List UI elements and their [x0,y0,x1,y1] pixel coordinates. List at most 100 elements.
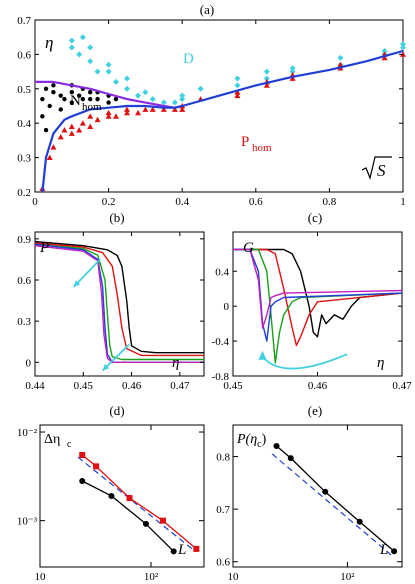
p-point [105,113,112,119]
d-point [197,85,204,92]
n-point [80,96,86,102]
panel-b-xlabel: η [172,355,179,371]
p-point [57,133,64,140]
p-point [337,61,344,68]
circle-marker [170,548,177,555]
series-line [233,248,403,338]
panel-a-p-label: P [241,134,249,150]
x-tick-label: 10 [228,571,240,583]
panel-d-frame [39,424,205,568]
d-point [149,96,156,103]
panel-b-plot [34,240,204,372]
d-point [179,92,186,99]
y-tick-label: 0 [26,357,32,369]
arrow-head [102,363,110,371]
panel-a: 0 0.2 0.4 0.6 0.8 10.20.30.40.50.60.7 η D N h… [17,15,406,208]
n-point [69,100,75,105]
p-point [160,106,167,112]
d-point [68,44,75,51]
panel-a-frame [34,19,404,193]
n-point [58,107,63,112]
arrow-shaft [72,258,101,288]
d-point [142,89,149,96]
panel-a-d-label: D [183,51,194,67]
x-tick-label: 0.2 [102,196,116,208]
circle-marker [273,443,280,450]
d-point [105,61,112,68]
p-point [87,113,94,119]
p-point [381,54,388,61]
x-tick-label: 0.44 [25,380,45,392]
p-point [112,113,119,119]
panel-a-n-subscript: hom [82,101,102,113]
d-point [79,34,86,41]
d-point [160,99,167,106]
d-point [263,68,270,75]
reference-line [271,453,394,557]
d-point [135,92,142,99]
panel-d-ylabel: Δη [44,432,60,447]
n-point [69,90,75,95]
circle-marker [322,488,329,495]
n-point [43,127,49,133]
panel-d-plot [77,452,200,555]
n-point [40,114,45,119]
panel-d-xlabel: L [177,542,186,558]
panel-c-plot [233,248,403,370]
panel-c-ylabel: G [243,240,254,256]
d-point [87,58,94,65]
series-line [34,240,204,354]
y-tick-label: 0.4 [215,266,229,278]
panel-label-d: (d) [109,403,124,418]
y-tick-label: -0.4 [212,336,230,348]
x-tick-label: 0.47 [392,380,412,392]
circle-marker [391,548,398,555]
p-point [105,109,112,116]
y-tick-label: 0.8 [216,452,230,464]
square-marker [159,517,166,524]
d-point [179,96,186,103]
d-point [400,44,406,51]
d-point [94,68,101,75]
panel-e-ylabel-end: ) [262,432,267,447]
x-tick-label: 0.4 [175,196,189,208]
d-point [112,78,119,85]
n-point [88,90,93,95]
panel-label-e: (e) [308,403,322,418]
d-point [124,85,130,92]
n-point [95,96,100,102]
d-point [234,75,241,82]
p-point [124,106,130,112]
d-point [263,75,270,82]
n-point [51,90,56,95]
panel-e-ylabel-main: P(η [236,432,257,447]
d-point [289,65,296,72]
panel-e: 10 10² 0.6 0.7 0.8 P(ηc) L [216,424,403,583]
x-tick-label: 0.46 [122,380,142,392]
lower-line [41,49,404,193]
n-point [58,93,63,98]
d-point [68,37,75,44]
y-tick-label: 0.9 [17,234,31,246]
series-line [81,454,197,550]
y-tick-label: -0.8 [212,371,230,383]
n-point [113,96,119,102]
x-tick-label: 0.46 [308,380,328,392]
panel-b-frame [34,231,205,377]
x-tick-label: 0.45 [74,380,94,392]
p-point [94,116,101,123]
d-point [234,82,241,89]
x-tick-label: 1 [400,196,406,208]
x-tick-label: 0.47 [170,380,190,392]
p-point [68,130,75,136]
n-point [40,96,45,102]
y-tick-label: 0.6 [17,275,31,287]
x-tick-label: 10² [144,571,159,583]
square-marker [93,463,100,470]
upper-line [35,80,175,109]
arrow-head [258,350,267,360]
y-tick-label: 0.7 [216,504,230,516]
panel-e-axes: 10 10² 0.6 0.7 0.8 [216,425,402,583]
panel-label-b: (b) [109,210,124,225]
